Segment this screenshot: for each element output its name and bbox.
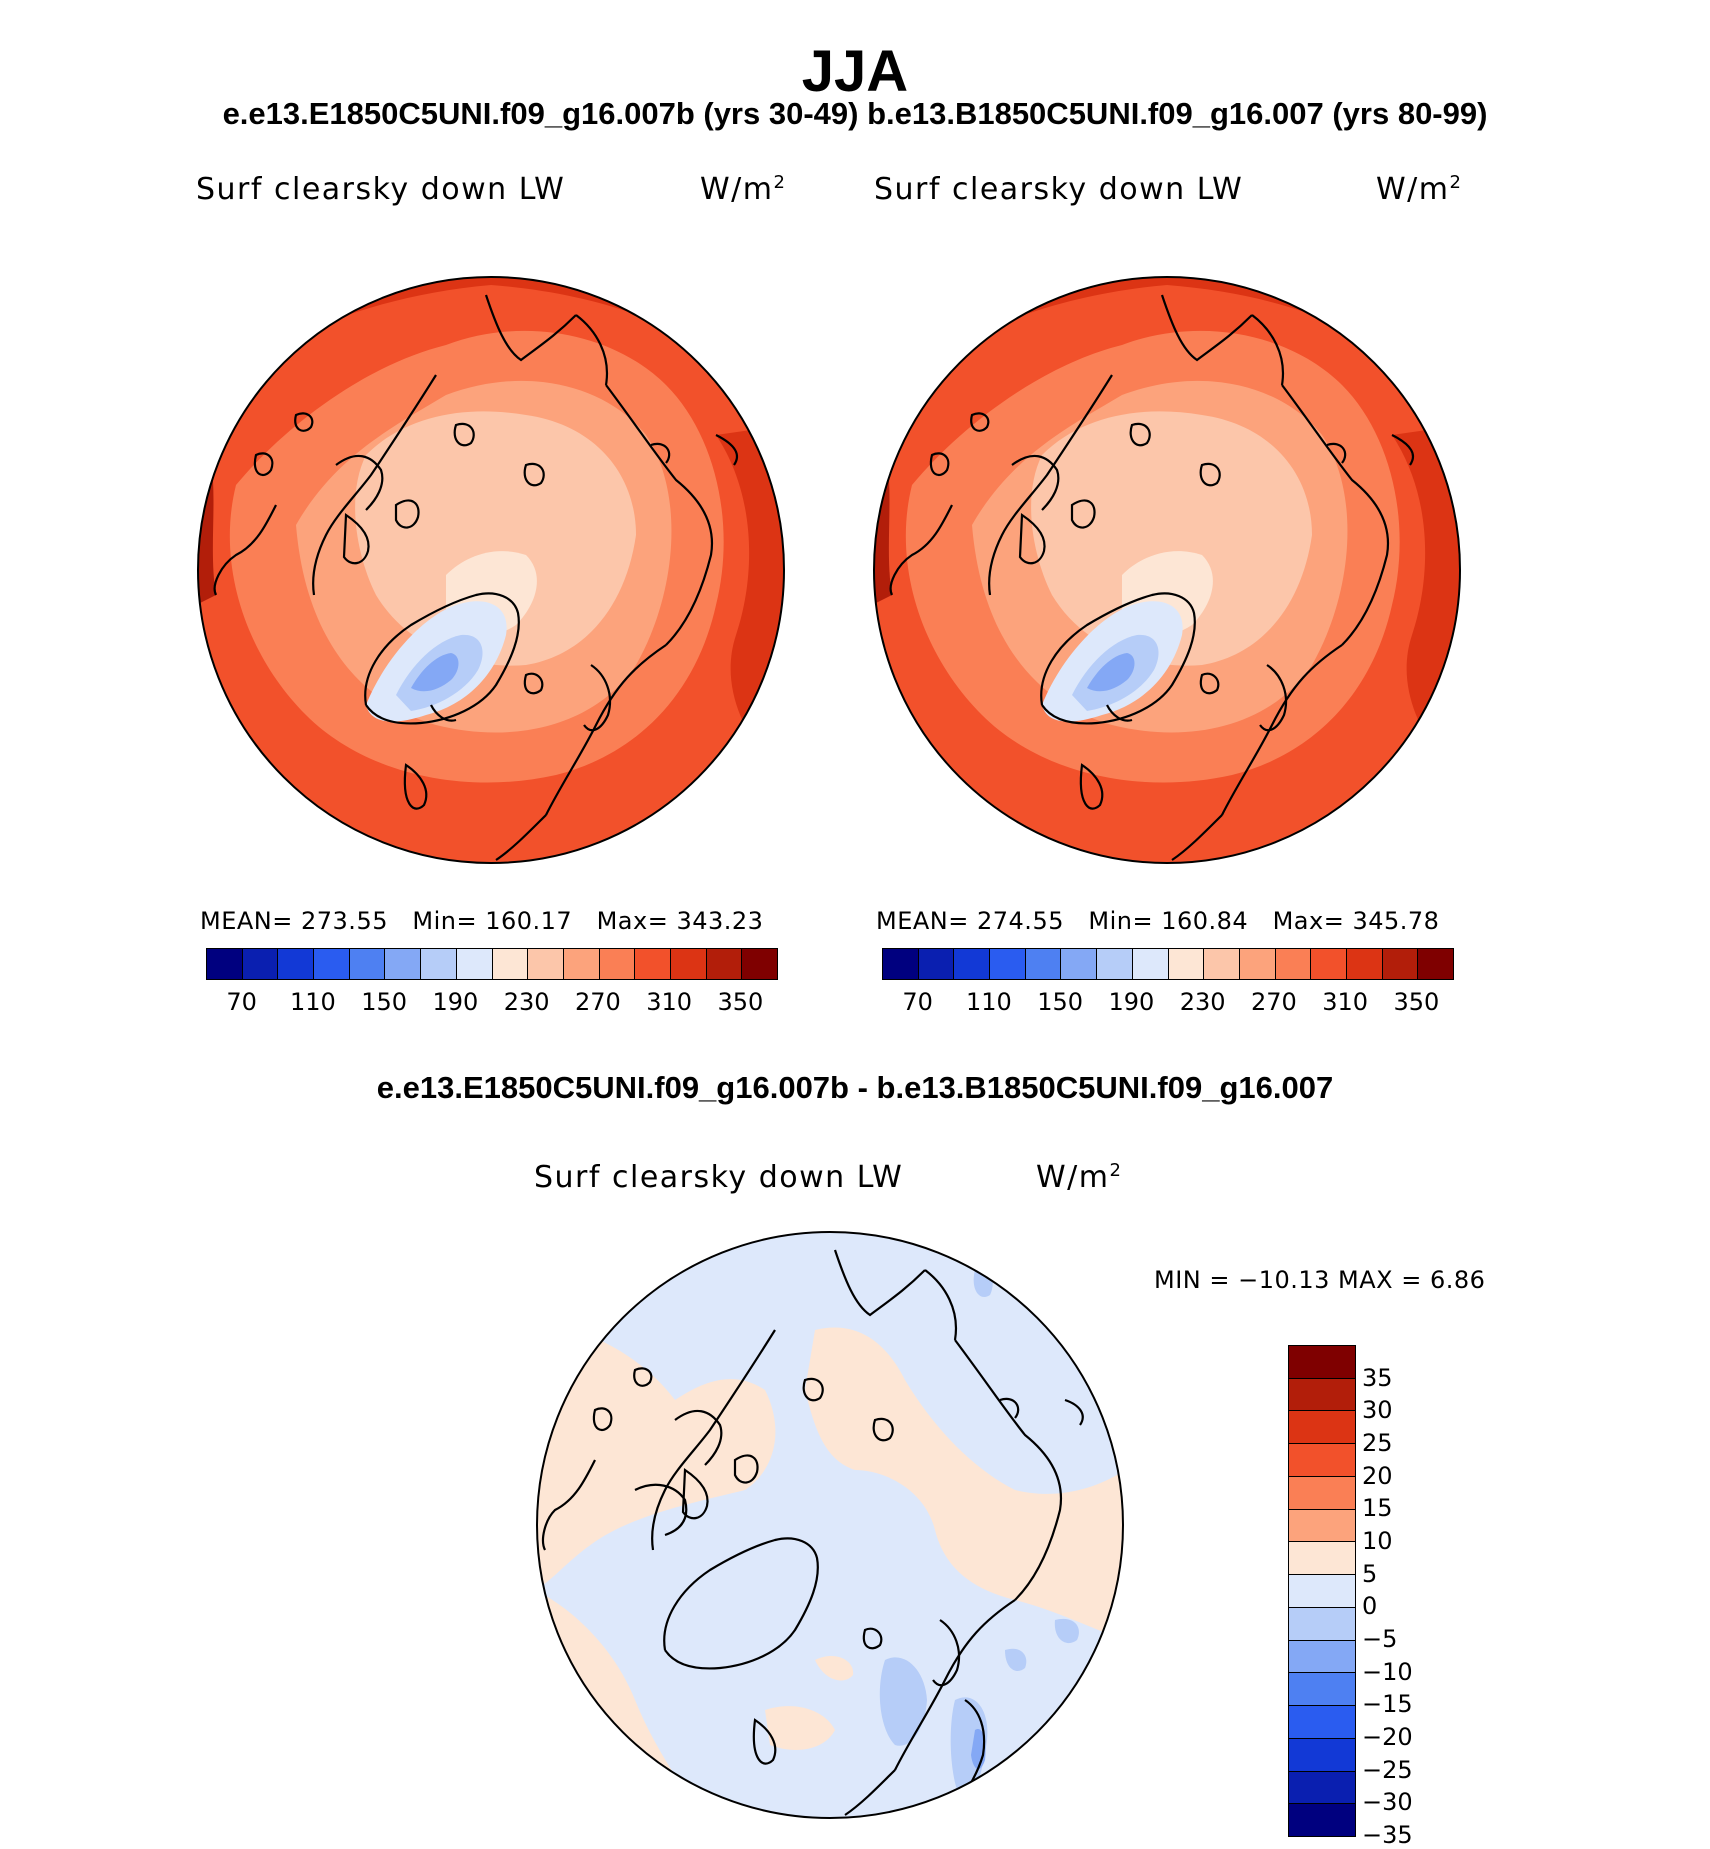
colorbar-tick-label: 350	[717, 988, 764, 1016]
colorbar-swatch	[1346, 949, 1383, 979]
colorbar-tick-label: 30	[1362, 1396, 1393, 1425]
difference-title: e.e13.E1850C5UNI.f09_g16.007b - b.e13.B1…	[376, 1070, 1334, 1105]
colorbar-swatch	[1025, 949, 1062, 979]
colorbar-tick-label: −30	[1362, 1788, 1413, 1817]
colorbar-swatch	[456, 949, 493, 979]
colorbar-tick-label: 350	[1393, 988, 1440, 1016]
colorbar-swatch	[1289, 1378, 1355, 1412]
colorbar-swatch	[742, 949, 777, 979]
colorbar-tick-label: −35	[1362, 1821, 1413, 1849]
colorbar-tick-label: 25	[1362, 1429, 1393, 1457]
diff-colorbar	[1288, 1345, 1356, 1837]
colorbar-swatch	[492, 949, 529, 979]
colorbar-tick-label: 0	[1362, 1592, 1378, 1621]
colorbar-swatch	[1311, 949, 1347, 979]
colorbar-swatch	[635, 949, 671, 979]
colorbar-swatch	[1289, 1706, 1355, 1739]
colorbar-swatch	[599, 949, 636, 979]
colorbar-swatch	[1061, 949, 1098, 979]
colorbar-swatch	[990, 949, 1026, 979]
colorbar-swatch	[918, 949, 955, 979]
subtitle: e.e13.E1850C5UNI.f09_g16.007b (yrs 30-49…	[222, 96, 1488, 131]
colorbar-swatch	[385, 949, 422, 979]
colorbar-swatch	[421, 949, 457, 979]
panel1-variable-label: Surf clearsky down LW	[196, 172, 566, 207]
colorbar-swatch	[954, 949, 991, 979]
colorbar-tick-label: −15	[1362, 1690, 1413, 1719]
colorbar-swatch	[1168, 949, 1205, 979]
colorbar-swatch	[1289, 1575, 1355, 1608]
panel1-polar-map	[197, 276, 785, 864]
colorbar-tick-label: 190	[1108, 988, 1155, 1016]
colorbar-swatch	[207, 949, 243, 979]
panel1-colorbar	[206, 948, 778, 980]
main-title: JJA	[801, 39, 909, 104]
colorbar-swatch	[1132, 949, 1169, 979]
colorbar-swatch	[314, 949, 350, 979]
colorbar-tick-label: 150	[361, 988, 408, 1016]
colorbar-swatch	[349, 949, 386, 979]
colorbar-swatch	[1289, 1444, 1355, 1477]
colorbar-swatch	[1289, 1476, 1355, 1510]
diff-units-label: W/m2	[1036, 1160, 1123, 1195]
colorbar-swatch	[1382, 949, 1419, 979]
colorbar-swatch	[670, 949, 707, 979]
panel2-colorbar	[882, 948, 1454, 980]
colorbar-tick-label: 70	[226, 988, 257, 1016]
colorbar-swatch	[1204, 949, 1240, 979]
colorbar-tick-label: 110	[289, 988, 336, 1016]
colorbar-tick-label: −10	[1362, 1657, 1413, 1686]
colorbar-tick-label: −25	[1362, 1755, 1413, 1784]
panel1-units-label: W/m2	[700, 172, 787, 207]
diff-variable-label: Surf clearsky down LW	[534, 1160, 904, 1195]
colorbar-swatch	[1289, 1411, 1355, 1445]
colorbar-tick-label: 270	[1250, 988, 1297, 1016]
colorbar-swatch	[1289, 1607, 1355, 1641]
colorbar-swatch	[706, 949, 743, 979]
panel2-units-label: W/m2	[1376, 172, 1463, 207]
colorbar-swatch	[242, 949, 279, 979]
colorbar-tick-label: 110	[965, 988, 1012, 1016]
colorbar-tick-label: 230	[503, 988, 550, 1016]
colorbar-tick-label: −20	[1362, 1723, 1413, 1751]
colorbar-swatch	[1289, 1673, 1355, 1707]
colorbar-swatch	[1239, 949, 1276, 979]
colorbar-tick-label: 5	[1362, 1559, 1378, 1588]
colorbar-tick-label: 270	[574, 988, 621, 1016]
colorbar-swatch	[1289, 1346, 1355, 1379]
colorbar-swatch	[1289, 1509, 1355, 1543]
colorbar-tick-label: −5	[1362, 1625, 1398, 1653]
colorbar-tick-label: 310	[1322, 988, 1369, 1016]
diff-minmax: MIN = −10.13 MAX = 6.86	[1154, 1266, 1486, 1294]
colorbar-swatch	[1289, 1738, 1355, 1772]
diff-polar-map	[536, 1231, 1124, 1819]
colorbar-swatch	[1289, 1542, 1355, 1576]
colorbar-tick-label: 230	[1179, 988, 1226, 1016]
colorbar-tick-label: 20	[1362, 1461, 1393, 1490]
panel2-polar-map	[873, 276, 1461, 864]
colorbar-swatch	[1418, 949, 1453, 979]
colorbar-swatch	[1289, 1640, 1355, 1674]
colorbar-swatch	[883, 949, 919, 979]
panel2-stats: MEAN= 274.55 Min= 160.84 Max= 345.78	[876, 907, 1440, 935]
colorbar-swatch	[1289, 1771, 1355, 1805]
colorbar-tick-label: 310	[646, 988, 693, 1016]
colorbar-swatch	[1097, 949, 1133, 979]
panel1-stats: MEAN= 273.55 Min= 160.17 Max= 343.23	[200, 907, 764, 935]
colorbar-swatch	[278, 949, 315, 979]
colorbar-swatch	[563, 949, 600, 979]
colorbar-tick-label: 10	[1362, 1527, 1393, 1555]
colorbar-swatch	[1275, 949, 1312, 979]
colorbar-tick-label: 15	[1362, 1494, 1393, 1523]
colorbar-swatch	[528, 949, 564, 979]
colorbar-swatch	[1289, 1804, 1355, 1837]
colorbar-tick-label: 35	[1362, 1363, 1393, 1392]
panel2-variable-label: Surf clearsky down LW	[874, 172, 1244, 207]
colorbar-tick-label: 150	[1037, 988, 1084, 1016]
colorbar-tick-label: 190	[432, 988, 479, 1016]
colorbar-tick-label: 70	[902, 988, 933, 1016]
